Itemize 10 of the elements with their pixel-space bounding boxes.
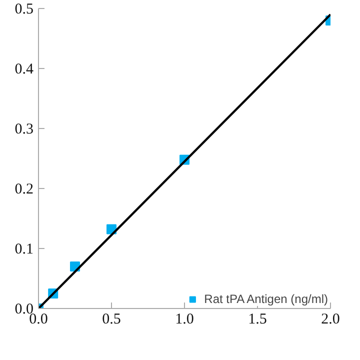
x-tick-label: 1.0 <box>175 312 194 328</box>
y-tick-label: 0.1 <box>14 242 34 258</box>
x-tick-label: 1.5 <box>248 312 267 328</box>
y-tick-label: 0.5 <box>14 2 34 18</box>
x-tick-label: 2.0 <box>321 312 340 328</box>
legend-label: Rat tPA Antigen (ng/ml) <box>204 292 328 306</box>
y-tick-label: 0.4 <box>14 62 34 78</box>
y-tick-label: 0.2 <box>14 182 34 198</box>
x-tick-label: 0.5 <box>102 312 121 328</box>
y-tick-label: 0.3 <box>14 122 34 138</box>
